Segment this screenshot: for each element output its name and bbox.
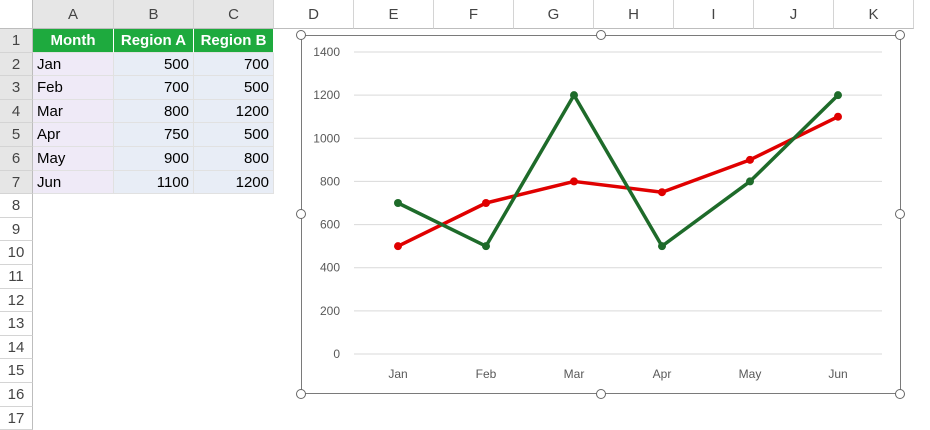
y-tick-label: 1000 <box>313 131 340 145</box>
data-point <box>658 242 666 251</box>
row-header-6[interactable]: 6 <box>0 147 33 171</box>
row-header-3[interactable]: 3 <box>0 76 33 100</box>
value-cell[interactable]: 750 <box>114 123 194 147</box>
row-header-14[interactable]: 14 <box>0 335 33 360</box>
y-tick-label: 600 <box>320 218 340 232</box>
data-point <box>834 112 842 121</box>
data-point <box>746 177 754 186</box>
data-point <box>482 199 490 207</box>
y-tick-label: 400 <box>320 261 340 275</box>
value-cell[interactable]: 500 <box>194 76 274 100</box>
value-cell[interactable]: 1100 <box>114 170 194 195</box>
value-cell[interactable]: 1200 <box>194 99 274 124</box>
column-header-c[interactable]: C <box>194 0 274 29</box>
row-header-13[interactable]: 13 <box>0 312 33 336</box>
value-cell[interactable]: 900 <box>114 147 194 171</box>
row-header-9[interactable]: 9 <box>0 217 33 242</box>
resize-handle-bottom-left[interactable] <box>296 389 306 399</box>
row-header-7[interactable]: 7 <box>0 170 33 195</box>
x-tick-label: Mar <box>564 367 585 381</box>
column-header-d[interactable]: D <box>274 0 354 29</box>
resize-handle-bottom-right[interactable] <box>895 389 905 399</box>
row-header-12[interactable]: 12 <box>0 288 33 313</box>
row-header-11[interactable]: 11 <box>0 265 33 289</box>
x-tick-label: Jan <box>388 367 407 381</box>
header-cell[interactable]: Month <box>33 29 114 53</box>
month-cell[interactable]: May <box>33 147 114 171</box>
data-point <box>570 91 578 100</box>
row-header-17[interactable]: 17 <box>0 406 33 430</box>
value-cell[interactable]: 800 <box>194 147 274 171</box>
column-header-e[interactable]: E <box>354 0 434 29</box>
month-cell[interactable]: Mar <box>33 99 114 124</box>
value-cell[interactable]: 700 <box>114 76 194 100</box>
row-header-4[interactable]: 4 <box>0 99 33 124</box>
row-header-2[interactable]: 2 <box>0 52 33 77</box>
column-header-b[interactable]: B <box>114 0 194 29</box>
x-tick-label: Feb <box>476 367 497 381</box>
data-point <box>834 91 842 100</box>
y-tick-label: 1400 <box>313 45 340 59</box>
row-header-1[interactable]: 1 <box>0 29 33 53</box>
resize-handle-bottom[interactable] <box>596 389 606 399</box>
header-cell[interactable]: Region A <box>114 29 194 53</box>
column-header-k[interactable]: K <box>834 0 914 29</box>
column-header-j[interactable]: J <box>754 0 834 29</box>
month-cell[interactable]: Feb <box>33 76 114 100</box>
resize-handle-left[interactable] <box>296 209 306 219</box>
value-cell[interactable]: 700 <box>194 52 274 77</box>
column-header-f[interactable]: F <box>434 0 514 29</box>
resize-handle-right[interactable] <box>895 209 905 219</box>
row-header-15[interactable]: 15 <box>0 359 33 383</box>
y-tick-label: 0 <box>333 347 340 361</box>
data-point <box>746 155 754 164</box>
value-cell[interactable]: 500 <box>194 123 274 147</box>
month-cell[interactable]: Jan <box>33 52 114 77</box>
line-chart[interactable]: 0 200 400 600 800 1000 1200 1400 Jan Feb Mar Apr May… <box>301 35 901 394</box>
month-cell[interactable]: Jun <box>33 170 114 195</box>
data-point <box>570 177 578 186</box>
row-header-8[interactable]: 8 <box>0 194 33 218</box>
resize-handle-top-left[interactable] <box>296 30 306 40</box>
resize-handle-top[interactable] <box>596 30 606 40</box>
series-line-1 <box>396 114 840 248</box>
data-point <box>394 199 402 207</box>
chart-plot-area: 0 200 400 600 800 1000 1200 1400 Jan Feb Mar Apr May… <box>313 45 882 381</box>
resize-handle-top-right[interactable] <box>895 30 905 40</box>
row-header-5[interactable]: 5 <box>0 123 33 147</box>
data-point <box>658 188 666 197</box>
column-header-a[interactable]: A <box>33 0 114 29</box>
column-header-i[interactable]: I <box>674 0 754 29</box>
header-cell[interactable]: Region B <box>194 29 274 53</box>
value-cell[interactable]: 800 <box>114 99 194 124</box>
series-line-2 <box>396 93 840 248</box>
row-header-16[interactable]: 16 <box>0 383 33 407</box>
data-point <box>482 242 490 251</box>
x-tick-label: May <box>739 367 762 381</box>
value-cell[interactable]: 1200 <box>194 170 274 195</box>
data-point <box>394 242 402 251</box>
value-cell[interactable]: 500 <box>114 52 194 77</box>
x-tick-label: Apr <box>653 367 672 381</box>
column-header-h[interactable]: H <box>594 0 674 29</box>
x-tick-label: Jun <box>828 367 847 381</box>
column-header-g[interactable]: G <box>514 0 594 29</box>
y-tick-label: 1200 <box>313 88 340 102</box>
row-header-10[interactable]: 10 <box>0 241 33 265</box>
month-cell[interactable]: Apr <box>33 123 114 147</box>
y-tick-label: 200 <box>320 304 340 318</box>
y-tick-label: 800 <box>320 174 340 188</box>
select-all-corner[interactable] <box>0 0 33 29</box>
